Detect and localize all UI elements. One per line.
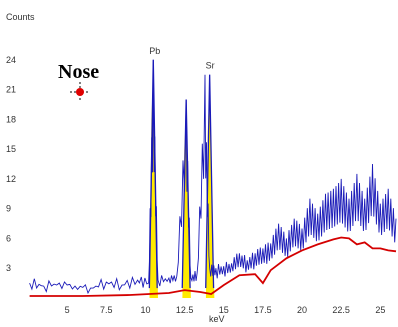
y-tick-label: 24 <box>6 55 16 65</box>
x-tick-label: 25 <box>375 305 385 315</box>
peak-label: Pb <box>149 46 160 56</box>
peak-line-0 <box>148 59 158 289</box>
annotation-group: Nose <box>58 61 99 102</box>
y-tick-label: 9 <box>6 204 11 214</box>
x-tick-label: 12.5 <box>176 305 194 315</box>
x-tick-label: 17.5 <box>254 305 272 315</box>
y-tick-label: 6 <box>6 233 11 243</box>
background-fit-line <box>29 236 397 297</box>
x-axis-ticks: 5 7.5 10 12.5 15 17.5 20 22.5 25 <box>65 305 386 315</box>
y-axis-ticks: 3 6 9 12 15 18 21 24 <box>6 55 16 273</box>
crosshair-dot <box>76 88 84 96</box>
y-tick-label: 3 <box>6 263 11 273</box>
plot-area <box>29 59 397 298</box>
y-axis-label: Counts <box>6 12 35 22</box>
x-tick-label: 10 <box>140 305 150 315</box>
peak-labels: Pb Sr <box>149 46 214 71</box>
peak-line-2 <box>205 74 215 289</box>
y-tick-label: 21 <box>6 85 16 95</box>
x-tick-label: 7.5 <box>100 305 113 315</box>
spectrum-line <box>29 59 397 295</box>
peak-label: Sr <box>206 61 215 71</box>
x-tick-label: 15 <box>219 305 229 315</box>
nose-annotation: Nose <box>58 61 99 83</box>
y-tick-label: 12 <box>6 174 16 184</box>
crosshair-icon <box>70 82 90 102</box>
x-axis-label: keV <box>209 314 225 324</box>
y-tick-label: 18 <box>6 114 16 124</box>
x-tick-label: 20 <box>297 305 307 315</box>
x-tick-label: 22.5 <box>332 305 350 315</box>
y-tick-label: 15 <box>6 144 16 154</box>
x-tick-label: 5 <box>65 305 70 315</box>
peak-line-1 <box>181 99 191 289</box>
